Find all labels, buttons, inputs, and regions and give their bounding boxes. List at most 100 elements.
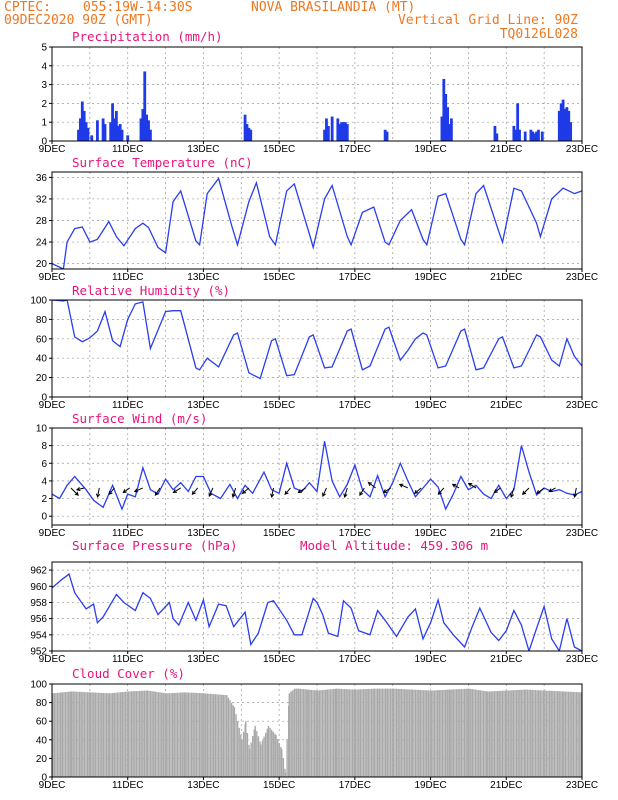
cloud-bar xyxy=(555,691,557,777)
cloud-bar xyxy=(276,739,279,777)
x-tick-label: 9DEC xyxy=(39,528,66,539)
cloud-bar xyxy=(384,688,387,777)
wind-arrow xyxy=(344,487,348,498)
y-tick-label: 8 xyxy=(41,441,47,452)
cloud-bar xyxy=(130,691,133,777)
cloud-bar xyxy=(334,688,336,777)
cloud-bar xyxy=(558,691,560,777)
cloud-bar xyxy=(149,690,152,777)
cloud-bar xyxy=(446,689,448,777)
cloud-bar xyxy=(66,691,68,777)
x-tick-label: 21DEC xyxy=(490,654,522,665)
precip-bar xyxy=(440,116,444,141)
cloud-bar xyxy=(432,690,434,777)
cloud-bar xyxy=(553,690,556,777)
cloud-bar xyxy=(97,692,100,777)
y-tick-label: 0 xyxy=(41,773,47,784)
precip-bar xyxy=(326,125,330,141)
cloud-bar xyxy=(105,693,108,777)
y-tick-label: 960 xyxy=(30,582,47,593)
cloud-bar xyxy=(124,691,127,777)
wind-title: Surface Wind (m/s) xyxy=(72,411,207,426)
x-tick-label: 17DEC xyxy=(339,144,371,155)
x-tick-label: 9DEC xyxy=(39,654,66,665)
wind-arrow xyxy=(173,487,181,493)
x-tick-label: 19DEC xyxy=(414,528,446,539)
cloud-bar xyxy=(173,692,175,777)
y-tick-label: 5 xyxy=(41,43,47,54)
station-name: NOVA BRASILANDIA (MT) xyxy=(251,0,415,15)
precip-bar xyxy=(247,127,251,141)
humidity-line xyxy=(52,300,582,380)
cloud-bar xyxy=(186,692,188,777)
cloud-bar xyxy=(460,689,463,777)
cloud-bar xyxy=(416,689,418,777)
cloud-bar xyxy=(544,690,546,777)
cloud-bar xyxy=(507,690,510,777)
cloud-bar xyxy=(329,689,332,777)
cloud-bar xyxy=(222,694,225,777)
precip-bar xyxy=(338,124,342,141)
cloud-bar xyxy=(153,691,155,777)
cloud-bar xyxy=(309,689,311,777)
cloud-bar xyxy=(436,690,439,777)
cloud-bar xyxy=(280,746,282,777)
wind-arrow-head xyxy=(133,488,139,493)
cloud-bar xyxy=(509,690,511,777)
precip-bar xyxy=(141,109,145,141)
cloud-bar xyxy=(430,690,432,777)
temperature-line xyxy=(52,177,582,269)
wind-arrow-head xyxy=(231,493,236,498)
y-tick-label: 24 xyxy=(36,238,48,249)
cloud-bar xyxy=(514,690,516,777)
wind-arrow-head xyxy=(154,491,159,497)
y-tick-label: 0 xyxy=(41,393,47,404)
cloud-bar xyxy=(358,689,360,777)
cloud-bar xyxy=(278,743,280,777)
pressure-title: Surface Pressure (hPa) xyxy=(72,538,238,553)
cloud-bar xyxy=(481,690,483,777)
cloud-bar xyxy=(486,691,488,777)
cloud-bar xyxy=(541,690,543,777)
cloud-bar xyxy=(288,693,291,777)
precip-bar xyxy=(103,124,107,141)
cloud-bar xyxy=(579,692,581,777)
y-tick-label: 952 xyxy=(30,647,47,658)
x-tick-label: 17DEC xyxy=(339,272,371,283)
cloud-bar xyxy=(547,690,549,777)
cloud-bar xyxy=(238,727,240,777)
cloud-bar xyxy=(266,728,269,777)
cloud-bar xyxy=(361,689,363,777)
cloud-bar xyxy=(455,689,458,777)
precip-bar xyxy=(444,94,448,141)
cloud-bar xyxy=(533,689,535,777)
cloud-bar xyxy=(340,688,343,777)
cloud-bar xyxy=(187,692,190,777)
wind-arrow xyxy=(208,487,214,497)
cloud-bar xyxy=(463,688,466,777)
precip-bar xyxy=(126,135,130,141)
cloud-bar xyxy=(170,693,172,777)
precip-bar xyxy=(84,122,88,141)
cloud-bar xyxy=(528,689,530,777)
cloud-bar xyxy=(347,689,349,777)
cloud-bar xyxy=(111,692,114,777)
cloud-bar xyxy=(74,691,76,777)
cloud-bar xyxy=(252,735,254,777)
cloud-bar xyxy=(392,688,395,777)
wind-arrow xyxy=(510,487,515,498)
x-tick-label: 21DEC xyxy=(490,528,522,539)
precip-bar xyxy=(77,129,80,141)
x-tick-label: 23DEC xyxy=(566,400,598,411)
precip-bar xyxy=(149,129,152,141)
wind-arrow xyxy=(399,483,409,489)
cloud-bar xyxy=(181,692,183,777)
cloud-bar xyxy=(429,690,431,777)
cloud-bar xyxy=(376,688,379,777)
x-tick-label: 19DEC xyxy=(414,780,446,791)
cloud-bar xyxy=(176,692,179,777)
precip-bar xyxy=(139,118,143,141)
y-tick-label: 40 xyxy=(36,735,48,746)
cloud-bar xyxy=(414,689,417,777)
cloud-bar xyxy=(556,691,559,777)
